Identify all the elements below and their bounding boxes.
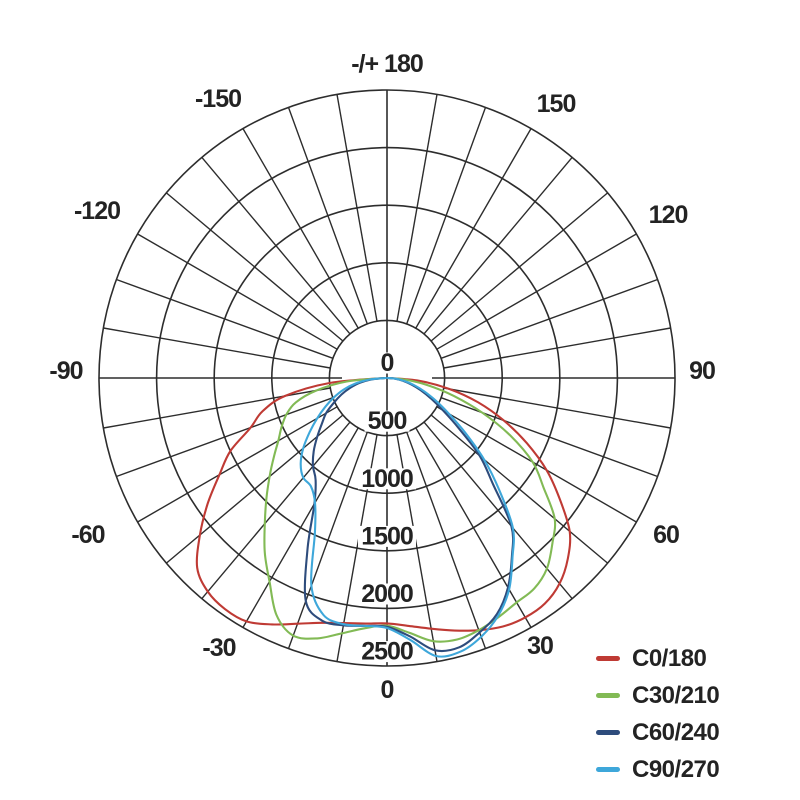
grid-spoke: [287, 431, 368, 649]
grid-spoke: [415, 427, 532, 628]
legend-swatch-c30-210: [596, 693, 620, 698]
grid-spoke: [415, 128, 532, 329]
grid-spoke: [287, 107, 368, 325]
grid-spoke: [430, 192, 609, 342]
legend-swatch-c0-180: [596, 656, 620, 661]
angle-tick-label: 30: [527, 632, 553, 660]
radial-tick-label-bg: [358, 468, 416, 490]
grid-spoke: [436, 233, 637, 350]
grid-spoke: [406, 431, 487, 649]
radial-tick-label: 500: [368, 407, 407, 435]
grid-spoke: [436, 406, 637, 523]
angle-tick-label: 90: [689, 357, 715, 385]
radial-tick-label: 1500: [361, 522, 413, 550]
radial-tick-label: 2500: [361, 638, 413, 666]
legend-swatch-c60-240: [596, 730, 620, 735]
angle-tick-label: -150: [195, 85, 241, 113]
radial-tick-label-bg: [358, 583, 416, 605]
grid-spoke: [103, 387, 331, 429]
angle-tick-label: 60: [653, 521, 679, 549]
grid-spoke: [440, 278, 658, 359]
grid-spoke: [443, 387, 671, 429]
grid-spoke: [242, 128, 359, 329]
radial-tick-label-bg: [358, 525, 416, 547]
legend-item-c30-210: C30/210: [596, 681, 720, 709]
grid-spoke: [242, 427, 359, 628]
legend-item-c0-180: C0/180: [596, 646, 719, 671]
grid-spoke: [137, 233, 338, 350]
grid-spoke: [103, 327, 331, 369]
grid-spoke: [116, 397, 334, 478]
grid-spoke: [440, 397, 658, 478]
grid-spoke: [396, 94, 438, 322]
angle-tick-label: -/+ 180: [351, 50, 423, 78]
grid-spoke: [137, 406, 338, 523]
grid-spoke: [116, 278, 334, 359]
legend-label-c0-180: C0/180: [632, 644, 707, 672]
radial-tick-label: 2000: [361, 580, 413, 608]
legend: C0/180 C30/210 C60/240 C90/270: [596, 646, 720, 783]
legend-item-c90-270: C90/270: [596, 755, 720, 783]
grid-spoke: [406, 107, 487, 325]
grid-spoke: [430, 414, 609, 564]
legend-label-c30-210: C30/210: [632, 681, 720, 709]
grid-spoke: [165, 192, 344, 342]
radial-tick-label-bg: [364, 410, 410, 432]
radial-tick-label: 1000: [361, 465, 413, 493]
angle-tick-label: -90: [49, 357, 82, 385]
radial-tick-label: 0: [381, 349, 394, 377]
legend-item-c60-240: C60/240: [596, 718, 720, 746]
angle-tick-label: 0: [381, 676, 394, 704]
radial-tick-label-bg: [377, 352, 397, 374]
series-curve-c0-180: [195, 376, 572, 632]
angle-tick-label: -120: [74, 197, 120, 225]
series-curve-c60-240: [303, 376, 515, 653]
legend-label-c60-240: C60/240: [632, 718, 720, 746]
grid-spoke: [423, 421, 573, 600]
series-curve-c90-270: [299, 376, 515, 658]
angle-tick-label: -30: [202, 634, 235, 662]
angle-tick-label: 120: [649, 201, 688, 229]
series-curve-c30-210: [263, 376, 557, 643]
grid-spoke: [443, 327, 671, 369]
grid-spoke: [165, 414, 344, 564]
legend-label-c90-270: C90/270: [632, 755, 720, 783]
grid-spoke: [201, 156, 351, 335]
legend-swatch-c90-270: [596, 767, 620, 772]
grid-spoke: [336, 94, 378, 322]
angle-tick-label: -60: [71, 521, 104, 549]
angle-tick-label: 150: [537, 90, 576, 118]
grid-spoke: [423, 156, 573, 335]
radial-tick-label-bg: [358, 641, 416, 663]
grid-spoke: [201, 421, 351, 600]
